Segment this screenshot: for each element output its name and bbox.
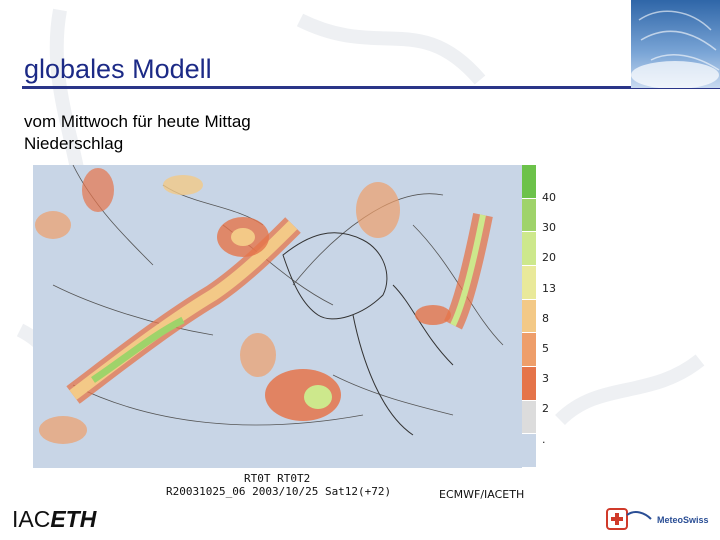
legend-tick-label: . (542, 432, 546, 446)
meteoswiss-logo-text: MeteoSwiss (657, 515, 709, 525)
legend-swatch (522, 265, 536, 300)
legend-swatch (522, 198, 536, 233)
slide-title: globales Modell (24, 54, 212, 84)
legend-swatch (522, 299, 536, 334)
corner-decoration-image (631, 0, 720, 88)
chart-caption-fields: RT0T RT0T2 (244, 472, 311, 485)
legend-tick-label: 8 (542, 311, 549, 325)
legend-tick-label: 30 (542, 221, 556, 235)
legend-tick-label: 40 (542, 191, 556, 204)
chart-caption-run-info: R20031025_06 2003/10/25 Sat12(+72) (166, 485, 392, 498)
legend-tick-label: 3 (542, 372, 549, 386)
precipitation-map (33, 165, 522, 468)
eth-logo-text: ETH (50, 506, 97, 532)
legend-swatch (522, 232, 536, 266)
legend-swatch (522, 366, 536, 401)
iac-eth-logo: IACETH (12, 506, 96, 533)
legend-tick-label: 13 (542, 281, 556, 295)
title-divider (22, 86, 720, 89)
subtitle-line-2: Niederschlag (24, 134, 124, 153)
subtitle-line-1: vom Mittwoch für heute Mittag (24, 112, 251, 131)
chart-source: ECMWF/IACETH (439, 488, 525, 501)
legend-tick-label: 5 (542, 342, 549, 355)
legend-swatch (522, 165, 536, 199)
legend-swatch (522, 333, 536, 367)
legend-tick-label: 20 (542, 251, 556, 265)
iac-logo-text: IAC (12, 506, 51, 532)
legend-swatch (522, 400, 536, 435)
slide-subtitle: vom Mittwoch für heute Mittag Niederschl… (24, 111, 251, 155)
legend-color-bar (522, 165, 536, 468)
meteoswiss-logo: MeteoSwiss (606, 508, 709, 530)
legend-swatch (522, 434, 536, 468)
legend-tick-label: 2 (542, 402, 549, 416)
